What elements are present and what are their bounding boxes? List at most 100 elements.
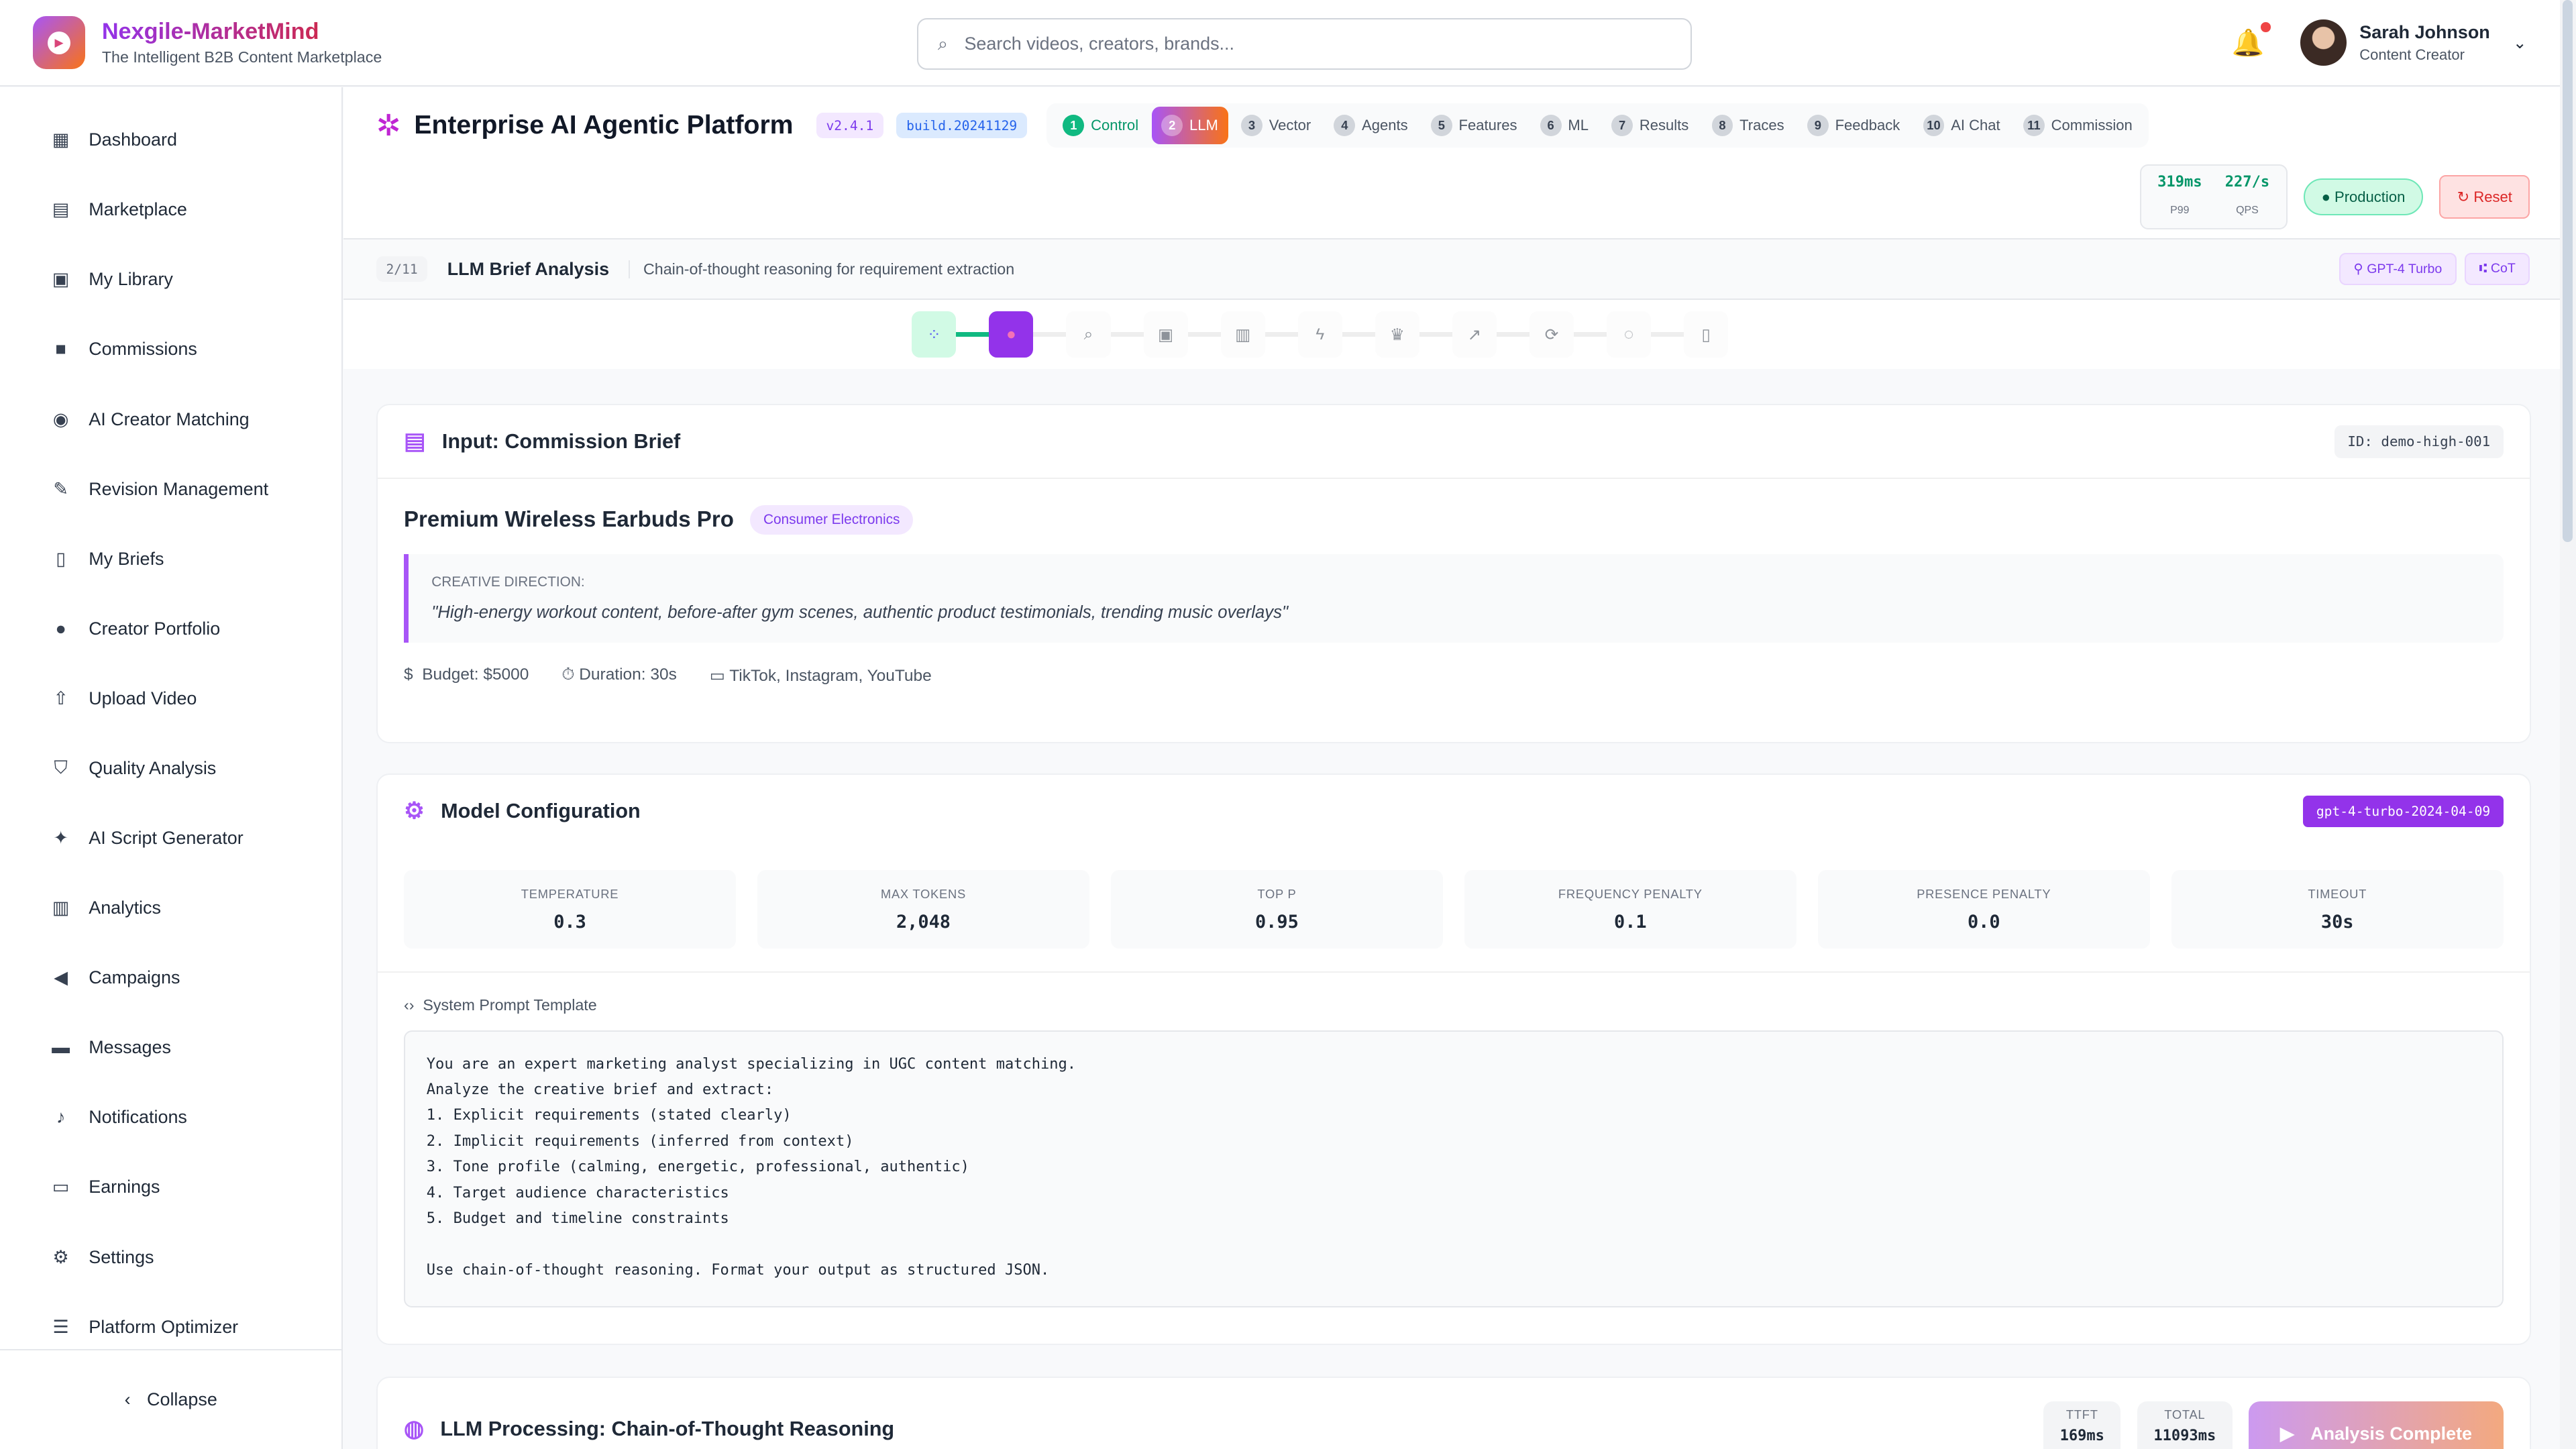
bell-icon[interactable]: 🔔: [2231, 22, 2271, 58]
sidebar-item-ai-script-generator[interactable]: ✦ AI Script Generator: [0, 804, 341, 873]
prompt-toggle[interactable]: ‹› System Prompt Template: [378, 973, 2530, 1014]
reset-button[interactable]: ↻ Reset: [2439, 175, 2530, 219]
tab-label: Commission: [2051, 117, 2133, 134]
scrollbar[interactable]: [2559, 0, 2576, 1449]
param-presence-penalty: PRESENCE PENALTY 0.0: [1817, 870, 2150, 949]
sidebar-item-dashboard[interactable]: ▦ Dashboard: [0, 105, 341, 175]
platforms: ▭ TikTok, Instagram, YouTube: [709, 666, 932, 685]
pipeline-step-9[interactable]: ⟳: [1529, 311, 1574, 358]
sidebar-item-creator-portfolio[interactable]: ● Creator Portfolio: [0, 594, 341, 663]
tab-number: 7: [1611, 115, 1633, 137]
sidebar-item-ai-creator-matching[interactable]: ◉ AI Creator Matching: [0, 384, 341, 454]
sidebar-item-my-briefs[interactable]: ▯ My Briefs: [0, 524, 341, 594]
version-badge: v2.4.1: [816, 113, 883, 138]
collapse-button[interactable]: ‹ Collapse: [0, 1349, 342, 1449]
creative-direction: CREATIVE DIRECTION: "High-energy workout…: [403, 554, 2504, 643]
brief-card: ▤ Input: Commission Brief ID: demo-high-0…: [376, 404, 2531, 744]
nav-icon: ◀: [54, 967, 68, 988]
tab-number: 11: [2023, 115, 2045, 137]
latency-metrics: 319ms P99 227/s QPS: [2139, 164, 2288, 230]
chevron-left-icon: ‹: [124, 1389, 131, 1410]
brief-id: ID: demo-high-001: [2334, 425, 2504, 458]
top-bar: ▶ Nexgile-MarketMind The Intelligent B2B…: [0, 0, 2560, 87]
nav-icon: ☰: [52, 1316, 69, 1337]
nav-icon: ✎: [53, 478, 68, 499]
sidebar-item-label: Commissions: [89, 339, 197, 360]
p99-label: P99: [2170, 205, 2190, 217]
step-header: 2/11 LLM Brief Analysis Chain-of-thought…: [343, 238, 2560, 301]
sidebar-item-notifications[interactable]: ♪ Notifications: [0, 1083, 341, 1152]
tab-feedback[interactable]: 9 Feedback: [1797, 107, 1910, 144]
build-badge: build.20241129: [896, 113, 1027, 138]
param-frequency-penalty: FREQUENCY PENALTY 0.1: [1464, 870, 1796, 949]
pipeline-step-7[interactable]: ♛: [1375, 311, 1419, 358]
app-logo[interactable]: ▶: [32, 16, 86, 69]
processing-header: LLM Processing: Chain-of-Thought Reasoni…: [440, 1417, 895, 1440]
pipeline-step-6[interactable]: ϟ: [1297, 311, 1342, 358]
nav-icon: ▯: [56, 548, 66, 569]
pipeline-step-10[interactable]: ◌: [1607, 311, 1652, 358]
qps-label: QPS: [2236, 205, 2259, 217]
analysis-complete-button[interactable]: ▶ Analysis Complete: [2249, 1401, 2504, 1449]
step-description: Chain-of-thought reasoning for requireme…: [629, 260, 1014, 278]
param-timeout: TIMEOUT 30s: [2171, 870, 2504, 949]
pipeline-step-2[interactable]: ●: [989, 311, 1034, 358]
tab-ml[interactable]: 6 ML: [1530, 107, 1599, 144]
tab-number: 6: [1540, 115, 1562, 137]
sidebar-item-quality-analysis[interactable]: ⛉ Quality Analysis: [0, 733, 341, 803]
chevron-down-icon[interactable]: ⌄: [2513, 34, 2527, 52]
search-input[interactable]: ⌕ Search videos, creators, brands...: [916, 17, 1692, 70]
tab-traces[interactable]: 8 Traces: [1702, 107, 1794, 144]
play-icon: ▶: [48, 31, 71, 54]
tab-vector[interactable]: 3 Vector: [1231, 107, 1320, 144]
sidebar-item-label: Marketplace: [89, 199, 187, 220]
environment-label: Production: [2334, 188, 2406, 205]
tab-number: 2: [1161, 115, 1183, 137]
pipeline-step-8[interactable]: ↗: [1452, 311, 1497, 358]
sidebar-item-campaigns[interactable]: ◀ Campaigns: [0, 943, 341, 1013]
sidebar-item-earnings[interactable]: ▭ Earnings: [0, 1152, 341, 1222]
sidebar-item-upload-video[interactable]: ⇧ Upload Video: [0, 663, 341, 733]
model-chip: ⚲ GPT-4 Turbo: [2339, 253, 2457, 285]
tab-results[interactable]: 7 Results: [1602, 107, 1699, 144]
pipeline-connector: [956, 331, 989, 337]
param-top-p: TOP P 0.95: [1110, 870, 1443, 949]
tab-number: 10: [1923, 115, 1945, 137]
sidebar-item-label: My Briefs: [89, 548, 164, 569]
nav-icon: ▬: [52, 1037, 70, 1058]
sidebar-item-marketplace[interactable]: ▤ Marketplace: [0, 175, 341, 245]
tab-agents[interactable]: 4 Agents: [1324, 107, 1418, 144]
tab-label: ML: [1568, 117, 1589, 134]
pipeline-step-4[interactable]: ▣: [1143, 311, 1188, 358]
pipeline-connector: [1033, 331, 1067, 337]
direction-text: "High-energy workout content, before-aft…: [431, 603, 1289, 623]
avatar[interactable]: [2300, 19, 2347, 66]
collapse-label: Collapse: [147, 1389, 217, 1410]
pipeline-step-11[interactable]: ▯: [1684, 311, 1729, 358]
user-role: Content Creator: [2359, 46, 2465, 63]
sidebar-item-settings[interactable]: ⚙ Settings: [0, 1222, 341, 1292]
environment-badge[interactable]: ● Production: [2304, 178, 2423, 215]
sidebar-item-analytics[interactable]: ▥ Analytics: [0, 873, 341, 943]
pipeline-step-5[interactable]: ▥: [1220, 311, 1265, 358]
sidebar-item-my-library[interactable]: ▣ My Library: [0, 245, 341, 315]
tab-control[interactable]: 1 Control: [1053, 107, 1148, 144]
tab-ai-chat[interactable]: 10 AI Chat: [1913, 107, 2010, 144]
ttft-metric: TTFT 169ms: [2043, 1401, 2121, 1449]
tab-commission[interactable]: 11 Commission: [2013, 107, 2142, 144]
tab-features[interactable]: 5 Features: [1421, 107, 1527, 144]
document-icon: ▤: [403, 429, 426, 455]
model-config-header: Model Configuration: [441, 799, 641, 822]
sidebar-item-platform-optimizer[interactable]: ☰ Platform Optimizer: [0, 1292, 341, 1362]
code-icon: ‹›: [403, 996, 415, 1014]
pipeline-step-3[interactable]: ⌕: [1066, 311, 1111, 358]
tab-llm[interactable]: 2 LLM: [1151, 107, 1228, 145]
page-title: Enterprise AI Agentic Platform: [414, 111, 794, 140]
sidebar-item-commissions[interactable]: ■ Commissions: [0, 315, 341, 384]
nav-icon: ▥: [52, 898, 70, 918]
sidebar-item-messages[interactable]: ▬ Messages: [0, 1013, 341, 1083]
sidebar-item-revision-management[interactable]: ✎ Revision Management: [0, 454, 341, 524]
sidebar: ▦ Dashboard ▤ Marketplace ▣ My Library ■ Commis…: [0, 87, 343, 1449]
pipeline-step-1[interactable]: ⁘: [912, 311, 957, 358]
pipeline-connector: [1574, 331, 1607, 337]
